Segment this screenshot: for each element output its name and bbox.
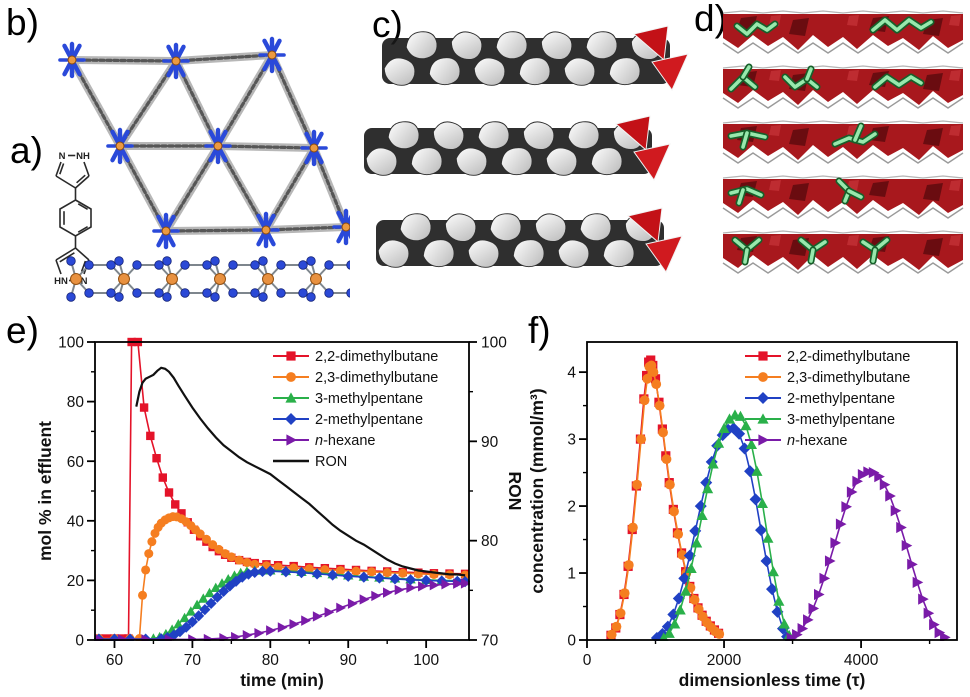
svg-text:60: 60 xyxy=(67,454,85,471)
atom-label-n-top: N xyxy=(59,151,66,162)
svg-text:2,2-dimethylbutane: 2,2-dimethylbutane xyxy=(787,349,910,365)
svg-text:4000: 4000 xyxy=(844,652,879,669)
svg-text:40: 40 xyxy=(67,513,85,530)
svg-text:2,3-dimethylbutane: 2,3-dimethylbutane xyxy=(787,370,910,386)
svg-text:n-hexane: n-hexane xyxy=(787,433,847,449)
svg-text:90: 90 xyxy=(340,652,358,669)
panel-label-f: f) xyxy=(528,310,551,351)
svg-text:0: 0 xyxy=(75,633,84,650)
svg-text:100: 100 xyxy=(481,335,507,352)
svg-text:time (min): time (min) xyxy=(240,670,324,690)
svg-text:0: 0 xyxy=(583,652,592,669)
svg-text:3-methylpentane: 3-methylpentane xyxy=(787,412,895,428)
svg-text:3-methylpentane: 3-methylpentane xyxy=(315,391,423,407)
pore-surface-graphic xyxy=(364,25,689,274)
svg-text:dimensionless time (τ): dimensionless time (τ) xyxy=(679,670,866,690)
pulse-chromatogram-chart-svg: 0 2000 4000 0 1 2 3 4 2,2-dimethylbutane 2,3-dime… xyxy=(527,341,958,690)
svg-text:2-methylpentane: 2-methylpentane xyxy=(315,412,423,428)
atom-label-hn-bottom: HN xyxy=(54,276,68,287)
channel-row xyxy=(722,10,964,54)
metal-node xyxy=(106,127,134,165)
svg-text:100: 100 xyxy=(58,335,84,352)
framework-structure-graphic xyxy=(58,36,350,302)
svg-text:80: 80 xyxy=(481,533,499,550)
ligand-structure-drawing: N NH HN N xyxy=(53,150,92,289)
channel-row xyxy=(722,120,964,164)
svg-text:1: 1 xyxy=(567,566,576,583)
svg-text:RON: RON xyxy=(315,454,347,470)
svg-text:2000: 2000 xyxy=(707,652,742,669)
svg-text:60: 60 xyxy=(106,652,124,669)
svg-text:RON: RON xyxy=(505,472,525,511)
channel-row xyxy=(722,175,964,219)
panel-label-a: a) xyxy=(10,130,43,171)
svg-text:3: 3 xyxy=(567,432,576,449)
pore-surface-layer xyxy=(376,207,683,274)
pulse-chromatogram-chart: 0 2000 4000 0 1 2 3 4 2,2-dimethylbutane 2,3-dime… xyxy=(522,330,970,694)
svg-text:70: 70 xyxy=(184,652,202,669)
panel-label-c: c) xyxy=(372,4,403,45)
svg-text:2: 2 xyxy=(567,499,576,516)
metal-node xyxy=(58,41,86,79)
metal-node xyxy=(252,211,280,249)
svg-text:n-hexane: n-hexane xyxy=(315,433,375,449)
svg-text:100: 100 xyxy=(413,652,439,669)
svg-text:80: 80 xyxy=(67,394,85,411)
atom-label-nh-top: NH xyxy=(76,151,90,162)
svg-text:90: 90 xyxy=(481,434,499,451)
svg-text:4: 4 xyxy=(567,365,576,382)
svg-text:2,2-dimethylbutane: 2,2-dimethylbutane xyxy=(315,349,438,365)
svg-text:2,3-dimethylbutane: 2,3-dimethylbutane xyxy=(315,370,438,386)
pore-surface-layer xyxy=(382,25,689,92)
svg-text:20: 20 xyxy=(67,573,85,590)
svg-text:concentration (mmol/m³): concentration (mmol/m³) xyxy=(527,388,547,593)
metal-node xyxy=(162,42,190,80)
breakthrough-chart: 60 70 80 90 100 0 20 40 60 80 100 70 80 90 100 2,2-dime… xyxy=(22,330,525,694)
adsorbed-molecules-graphic xyxy=(722,10,964,274)
metal-node xyxy=(152,212,180,250)
channel-row xyxy=(722,230,964,274)
panel-label-e: e) xyxy=(6,310,39,351)
svg-text:80: 80 xyxy=(262,652,280,669)
channel-row xyxy=(722,63,964,109)
atom-label-n-bottom: N xyxy=(81,276,88,287)
ligand-bonds xyxy=(55,154,92,282)
svg-text:0: 0 xyxy=(567,633,576,650)
metal-node xyxy=(332,208,350,246)
metal-node xyxy=(204,127,232,165)
pore-surface-layer xyxy=(364,115,671,182)
panel-label-d: d) xyxy=(694,0,727,39)
metal-node xyxy=(300,129,328,167)
svg-text:2-methylpentane: 2-methylpentane xyxy=(787,391,895,407)
svg-text:70: 70 xyxy=(481,633,499,650)
breakthrough-chart-svg: 60 70 80 90 100 0 20 40 60 80 100 70 80 90 100 2,2-dime… xyxy=(35,335,525,690)
metal-node xyxy=(258,36,286,74)
svg-text:mol % in effluent: mol % in effluent xyxy=(35,421,55,561)
panel-label-b: b) xyxy=(6,2,39,43)
